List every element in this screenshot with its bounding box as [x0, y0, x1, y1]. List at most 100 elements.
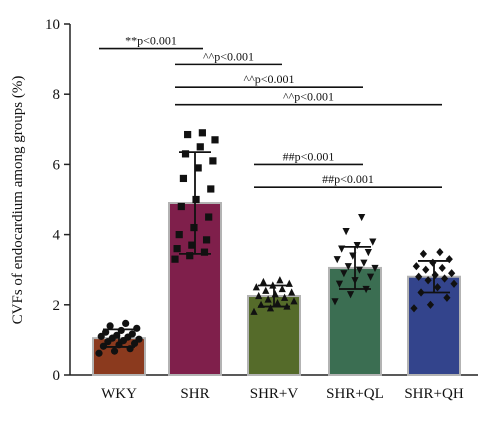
data-point — [353, 242, 361, 250]
significance-label: ^^p<0.001 — [243, 72, 294, 86]
significance-label: **p<0.001 — [125, 34, 177, 48]
data-point — [412, 262, 420, 271]
y-tick-label: 8 — [53, 87, 61, 103]
data-point — [205, 213, 213, 221]
data-point — [426, 300, 435, 309]
data-point — [135, 335, 143, 343]
data-point — [358, 213, 366, 222]
data-point — [422, 265, 430, 274]
bars — [92, 202, 461, 377]
data-point — [128, 330, 136, 338]
data-point — [181, 150, 190, 158]
data-point — [259, 277, 268, 286]
data-point — [175, 231, 183, 239]
significance-annotations: **p<0.001 ^^p<0.001 ^^p<0.001 ^^p<0.001 ##p<… — [99, 34, 442, 189]
y-tick-label: 0 — [53, 368, 61, 384]
significance-label: ^^p<0.001 — [283, 90, 334, 104]
data-point — [448, 269, 456, 278]
data-point — [280, 293, 289, 301]
data-point — [340, 270, 348, 278]
x-tick-label: SHR+QL — [326, 386, 384, 402]
data-point — [331, 298, 339, 306]
data-point — [346, 291, 355, 299]
data-point — [211, 136, 219, 144]
error-bars — [103, 151, 450, 348]
data-point — [450, 279, 458, 288]
significance-label: ^^p<0.001 — [203, 49, 254, 63]
y-tick-label: 2 — [53, 298, 61, 314]
data-point — [273, 298, 282, 307]
data-point — [133, 324, 141, 332]
x-tick-label: SHR — [180, 386, 209, 402]
data-point — [436, 248, 444, 257]
data-point — [440, 274, 449, 283]
data-point — [95, 349, 103, 357]
data-point — [250, 307, 258, 315]
data-point — [200, 248, 209, 256]
data-point — [184, 130, 192, 139]
y-tick-label: 4 — [53, 228, 61, 244]
data-point — [186, 252, 194, 260]
data-point — [255, 291, 263, 300]
data-point — [364, 249, 372, 257]
data-point — [333, 256, 341, 264]
data-point — [110, 347, 119, 355]
x-tick-label: WKY — [101, 386, 137, 402]
x-tick-label: SHR+QH — [404, 386, 463, 402]
data-point — [198, 129, 206, 137]
data-point — [344, 263, 352, 271]
x-axis: WKY SHR SHR+V SHR+QL SHR+QH — [70, 374, 478, 402]
data-point — [202, 236, 211, 244]
data-point — [438, 263, 446, 273]
data-point — [264, 295, 272, 303]
data-point — [177, 202, 185, 211]
data-point — [443, 293, 451, 302]
data-point — [271, 290, 279, 298]
data-point — [288, 288, 296, 296]
data-point — [424, 276, 432, 285]
data-point — [190, 223, 198, 232]
y-tick-label: 6 — [53, 157, 61, 173]
data-point — [194, 164, 202, 172]
bar — [247, 295, 301, 376]
y-axis: 0 2 4 6 8 10 — [45, 17, 71, 384]
data-point — [171, 255, 179, 263]
data-point — [410, 304, 418, 313]
x-tick-label: SHR+V — [250, 386, 299, 402]
data-point — [415, 272, 423, 281]
data-point — [173, 245, 181, 253]
data-point — [262, 286, 270, 294]
significance-label: ##p<0.001 — [283, 149, 335, 163]
x-tick-labels: WKY SHR SHR+V SHR+QL SHR+QH — [101, 386, 464, 402]
data-point — [335, 280, 344, 288]
data-point — [276, 276, 284, 284]
significance-label: ##p<0.001 — [322, 172, 374, 186]
data-point — [355, 266, 364, 274]
data-point — [188, 241, 196, 249]
data-point — [266, 304, 275, 312]
data-point — [207, 185, 215, 193]
data-point — [342, 227, 350, 236]
data-point — [278, 284, 286, 293]
data-point — [106, 322, 114, 330]
data-point — [196, 143, 204, 151]
data-point — [252, 283, 260, 291]
data-point — [290, 297, 298, 305]
data-point — [209, 157, 217, 165]
data-point — [192, 195, 200, 204]
data-point — [360, 259, 368, 267]
data-point — [369, 238, 377, 246]
data-point — [419, 249, 428, 259]
data-point — [366, 273, 375, 281]
y-tick-label: 10 — [45, 17, 60, 33]
data-point — [102, 328, 110, 336]
data-point — [431, 270, 439, 280]
data-point — [433, 283, 442, 292]
y-ticks: 0 2 4 6 8 10 — [45, 17, 70, 384]
data-point — [122, 319, 130, 328]
y-axis-title: CVFs of endocardium among groups (%) — [10, 76, 26, 325]
data-point — [429, 258, 437, 267]
data-point — [445, 255, 453, 264]
data-point — [371, 264, 379, 273]
